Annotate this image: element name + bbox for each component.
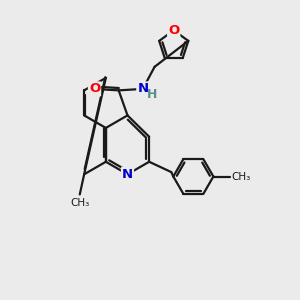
Text: N: N [122, 168, 133, 181]
Text: N: N [137, 82, 148, 95]
Text: O: O [168, 24, 179, 37]
Text: CH₃: CH₃ [70, 198, 89, 208]
Text: H: H [147, 88, 158, 101]
Text: CH₃: CH₃ [231, 172, 250, 182]
Text: O: O [89, 82, 100, 95]
